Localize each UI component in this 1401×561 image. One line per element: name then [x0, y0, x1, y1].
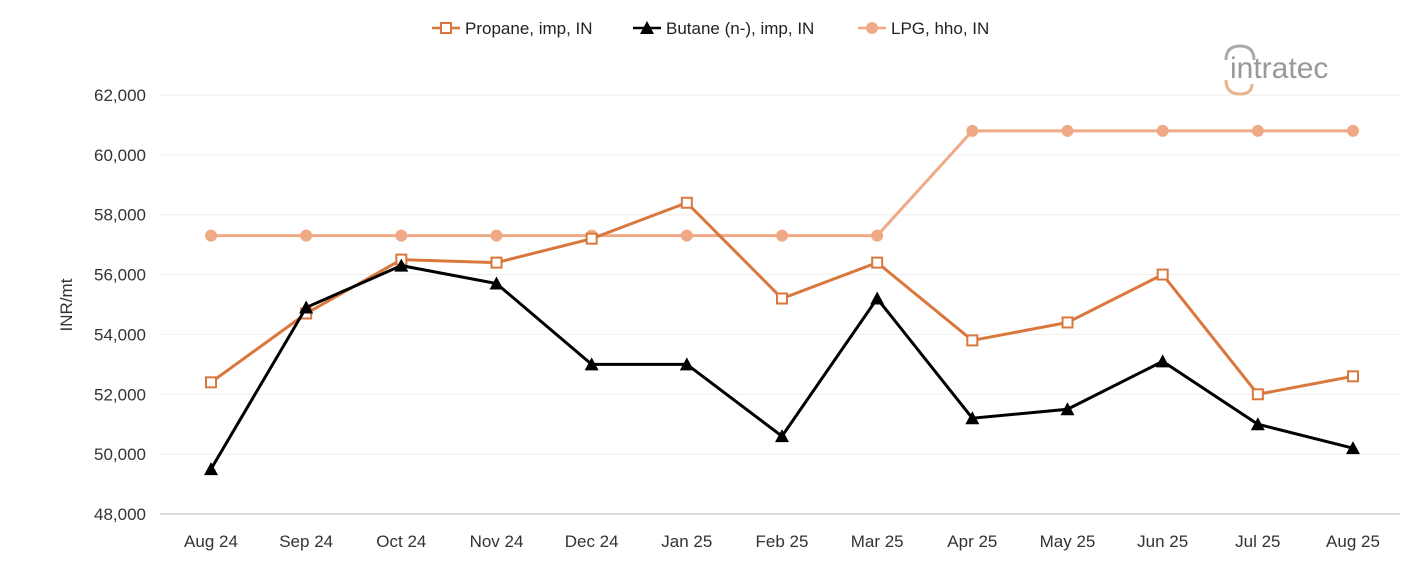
legend-item: Propane, imp, IN [432, 19, 593, 38]
y-axis-label: INR/mt [57, 278, 76, 331]
series-line [211, 129, 1353, 238]
series-0 [205, 196, 1359, 401]
x-tick-label: Sep 24 [279, 532, 333, 551]
legend-label: LPG, hho, IN [891, 19, 989, 38]
data-point [490, 256, 503, 269]
series-1 [204, 258, 1360, 476]
x-tick-label: Oct 24 [376, 532, 426, 551]
data-point [1251, 124, 1264, 137]
data-point [299, 300, 314, 314]
data-point [871, 256, 884, 269]
x-tick-label: Aug 24 [184, 532, 238, 551]
data-point [205, 229, 217, 242]
data-point [966, 124, 979, 137]
data-point [1347, 124, 1359, 137]
data-point [1250, 417, 1265, 431]
legend-item: LPG, hho, IN [858, 19, 989, 38]
data-point [205, 376, 217, 389]
y-tick-label: 62,000 [94, 86, 146, 105]
y-tick-label: 60,000 [94, 146, 146, 165]
intratec-logo: intratec [1224, 44, 1328, 96]
data-point [300, 229, 313, 242]
data-point [489, 276, 504, 290]
data-point [680, 196, 693, 209]
x-tick-label: Mar 25 [851, 532, 904, 551]
data-point [394, 258, 409, 272]
data-point [640, 21, 654, 34]
y-tick-label: 52,000 [94, 385, 146, 404]
data-point [1156, 124, 1169, 137]
x-tick-label: Apr 25 [947, 532, 997, 551]
logo-arc-icon [1224, 44, 1256, 61]
logo-text: intratec [1230, 52, 1328, 85]
data-point [1061, 316, 1074, 329]
data-point [1346, 441, 1360, 455]
x-tick-label: Nov 24 [470, 532, 524, 551]
data-point [490, 229, 503, 242]
data-point [584, 357, 599, 371]
y-tick-label: 50,000 [94, 445, 146, 464]
x-tick-label: Jun 25 [1137, 532, 1188, 551]
data-point [1155, 354, 1170, 368]
y-tick-label: 56,000 [94, 266, 146, 285]
data-point [776, 292, 788, 305]
x-tick-label: Dec 24 [565, 532, 619, 551]
data-point [1156, 268, 1169, 281]
x-tick-label: Jan 25 [661, 532, 712, 551]
data-point [871, 229, 884, 242]
data-point [1060, 402, 1075, 416]
data-point [866, 22, 878, 34]
data-point [1347, 370, 1359, 383]
legend-label: Propane, imp, IN [465, 19, 593, 38]
data-point [395, 229, 408, 242]
data-point [776, 229, 788, 242]
x-tick-label: Aug 25 [1326, 532, 1380, 551]
data-point [1251, 388, 1264, 401]
data-point [965, 411, 980, 425]
data-point [204, 462, 218, 476]
x-tick-label: Jul 25 [1235, 532, 1280, 551]
data-point [585, 232, 598, 245]
data-point [440, 22, 452, 34]
data-point [1061, 124, 1074, 137]
data-point [870, 291, 885, 305]
y-tick-label: 58,000 [94, 206, 146, 225]
legend-item: Butane (n-), imp, IN [633, 19, 814, 38]
data-point [680, 229, 693, 242]
y-tick-label: 54,000 [94, 325, 146, 344]
logo-arc-icon [1224, 79, 1254, 96]
x-tick-label: Feb 25 [756, 532, 809, 551]
legend-label: Butane (n-), imp, IN [666, 19, 814, 38]
data-point [775, 429, 789, 443]
series-2 [205, 124, 1359, 242]
x-tick-label: May 25 [1040, 532, 1096, 551]
data-point [679, 357, 694, 371]
y-tick-label: 48,000 [94, 505, 146, 524]
data-point [966, 334, 979, 347]
